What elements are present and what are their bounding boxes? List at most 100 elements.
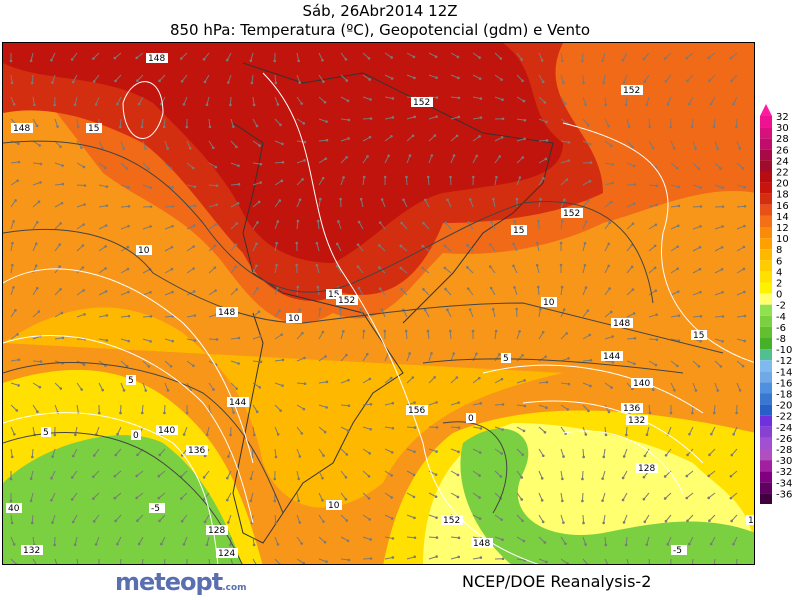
wind-arrow — [648, 140, 654, 149]
wind-arrowhead — [215, 203, 218, 206]
wind-arrowhead — [359, 197, 363, 201]
wind-arrowhead — [29, 59, 33, 63]
wind-arrowhead — [59, 145, 62, 149]
meteopt-logo[interactable]: meteopt.com — [115, 568, 247, 596]
wind-arrowhead — [622, 81, 626, 84]
wind-arrowhead — [400, 221, 403, 225]
wind-arrow — [730, 470, 738, 477]
wind-arrow — [340, 354, 347, 362]
wind-arrowhead — [741, 167, 745, 170]
wind-arrow — [32, 382, 41, 388]
wind-arrow — [186, 140, 191, 149]
wind-arrow — [424, 309, 430, 318]
wind-arrowhead — [475, 154, 479, 158]
wind-arrowhead — [61, 182, 65, 186]
wind-arrow — [296, 178, 303, 186]
wind-arrow — [54, 244, 61, 252]
wind-arrow — [735, 118, 738, 128]
wind-arrow — [72, 448, 78, 457]
wind-arrowhead — [71, 520, 75, 524]
wind-arrowhead — [498, 155, 501, 158]
wind-arrow — [362, 330, 365, 340]
wind-arrowhead — [405, 175, 408, 179]
wind-arrow — [296, 52, 300, 61]
wind-arrowhead — [203, 80, 207, 84]
wind-arrowhead — [478, 496, 481, 499]
wind-arrowhead — [664, 519, 668, 523]
wind-arrowhead — [562, 455, 565, 458]
wind-arrowhead — [303, 140, 307, 144]
wind-arrow — [492, 199, 496, 208]
wind-arrowhead — [632, 312, 636, 315]
wind-arrow — [142, 338, 151, 342]
wind-arrow — [736, 382, 741, 391]
wind-arrow — [428, 377, 436, 384]
wind-arrowhead — [499, 57, 503, 60]
wind-arrowhead — [582, 81, 585, 85]
wind-arrow — [180, 492, 188, 499]
wind-arrowhead — [435, 115, 438, 118]
wind-arrowhead — [536, 285, 540, 289]
wind-arrow — [472, 377, 480, 384]
wind-arrowhead — [202, 497, 206, 501]
wind-arrowhead — [303, 159, 306, 162]
wind-arrowhead — [92, 57, 95, 60]
wind-arrowhead — [642, 57, 646, 61]
wind-arrowhead — [601, 477, 604, 480]
wind-arrow — [208, 314, 217, 318]
wind-arrow — [379, 288, 386, 296]
wind-arrowhead — [279, 409, 282, 412]
wind-arrowhead — [59, 387, 63, 390]
wind-arrow — [318, 331, 324, 340]
wind-arrowhead — [249, 59, 253, 63]
wind-arrow — [406, 74, 415, 79]
temperature-contour-label: 15 — [326, 289, 342, 300]
wind-arrowhead — [434, 473, 438, 476]
wind-arrow — [119, 118, 122, 128]
wind-arrowhead — [92, 454, 96, 457]
wind-arrow — [560, 492, 563, 501]
wind-arrow — [516, 536, 525, 542]
colorbar-tick-label: -18 — [776, 390, 792, 401]
wind-arrow — [137, 74, 144, 82]
wind-arrowhead — [664, 79, 668, 83]
wind-arrow — [204, 74, 210, 83]
wind-arrowhead — [676, 245, 680, 248]
wind-arrow — [32, 536, 35, 545]
geopotential-contour-label: 148 — [611, 318, 633, 329]
wind-arrow — [274, 287, 279, 296]
colorbar-tick-label: -28 — [776, 445, 792, 456]
wind-arrow — [667, 536, 672, 545]
wind-arrowhead — [377, 266, 381, 269]
wind-arrowhead — [501, 557, 505, 561]
wind-arrowhead — [611, 360, 615, 364]
wind-arrow — [93, 74, 100, 82]
wind-arrow — [362, 514, 370, 520]
wind-arrowhead — [58, 243, 62, 246]
temperature-contour-label: 15 — [86, 123, 102, 134]
wind-arrowhead — [158, 519, 161, 523]
wind-arrow — [582, 243, 586, 252]
wind-arrow — [625, 536, 628, 546]
wind-arrow — [602, 492, 606, 501]
wind-arrow — [626, 312, 635, 318]
wind-arrowhead — [686, 519, 689, 523]
wind-arrowhead — [522, 99, 526, 103]
wind-arrowhead — [135, 496, 138, 500]
wind-arrowhead — [321, 498, 324, 502]
wind-arrow — [516, 492, 523, 500]
wind-arrow — [692, 140, 697, 149]
wind-arrowhead — [104, 267, 107, 270]
wind-arrowhead — [202, 476, 206, 479]
wind-arrow — [318, 404, 327, 408]
wind-arrow — [450, 377, 458, 384]
wind-arrowhead — [645, 103, 649, 106]
wind-arrowhead — [562, 521, 565, 524]
colorbar-tick-label: 28 — [776, 134, 789, 145]
wind-arrow — [731, 74, 738, 82]
wind-arrow — [604, 140, 612, 147]
wind-arrow — [648, 338, 658, 341]
wind-arrow — [340, 404, 350, 407]
wind-arrow — [403, 199, 408, 208]
wind-arrowhead — [158, 79, 161, 83]
